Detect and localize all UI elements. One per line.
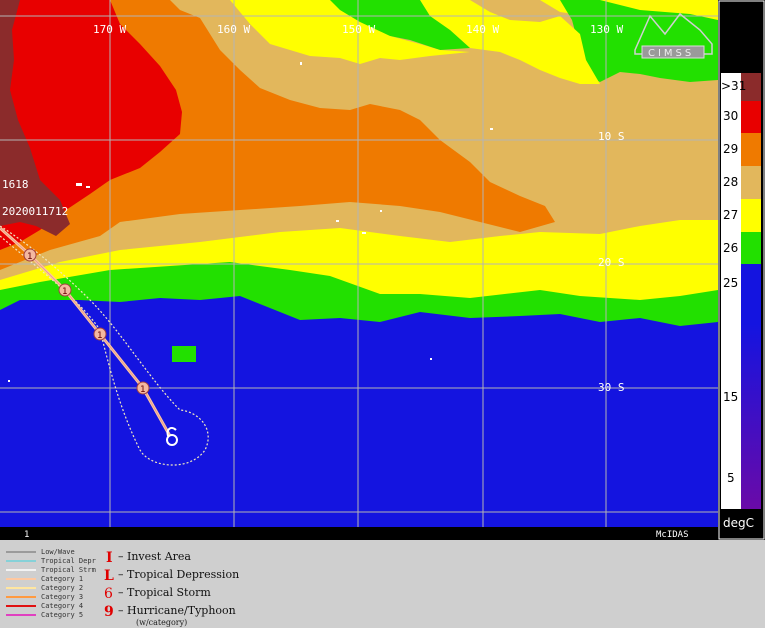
lon-label-150w: 150 W	[342, 23, 375, 36]
legend-category-note: (w/category)	[136, 618, 187, 627]
lon-label-170w: 170 W	[93, 23, 126, 36]
legend-symbol-invest-label: – Invest Area	[118, 550, 191, 563]
scale-tick-5: 5	[727, 471, 735, 485]
track-marker-4: 1	[136, 381, 150, 395]
legend-line-category-3: Category 3	[6, 593, 83, 601]
legend-line-tropical-strm-label: Tropical Strm	[41, 566, 96, 574]
lon-label-140w: 140 W	[466, 23, 499, 36]
cimss-logo: CIMSS	[634, 12, 713, 59]
storm-symbol-icon	[166, 427, 178, 446]
scale-tick-28: 28	[723, 175, 738, 189]
legend-symbol-hurricane: 9 – Hurricane/Typhoon	[104, 604, 236, 620]
scale-tick-27: 27	[723, 208, 738, 222]
scale-tick-15: 15	[723, 390, 738, 404]
legend-symbol-depression-label: – Tropical Depression	[118, 568, 239, 581]
legend-line-category-2-label: Category 2	[41, 584, 83, 592]
frame-number: 1	[24, 530, 29, 540]
legend-line-low-wave: Low/Wave	[6, 548, 75, 556]
legend-line-low-wave-label: Low/Wave	[41, 548, 75, 556]
sst-map: 170 W 160 W 150 W 140 W 130 W 10 S 20 S …	[0, 0, 718, 540]
lat-label-10s: 10 S	[598, 130, 625, 143]
scale-tick-25: 25	[723, 276, 738, 290]
hurricane-icon: 9	[104, 604, 114, 620]
cimss-logo-text: CIMSS	[648, 48, 694, 59]
tropical-depression-icon: L	[104, 568, 114, 584]
scale-tick-31: >31	[721, 79, 746, 93]
legend-line-category-1: Category 1	[6, 575, 83, 583]
temperature-scale: >31 30 29 28 27 26 25 15 5 degC	[718, 0, 765, 540]
track-marker-3: 1	[93, 327, 107, 341]
legend-line-category-2: Category 2	[6, 584, 83, 592]
track-marker-1-label: 1	[27, 252, 33, 262]
lon-label-160w: 160 W	[217, 23, 250, 36]
storm-date-label: 2020011712	[2, 205, 68, 218]
scale-tick-26: 26	[723, 241, 738, 255]
lon-label-130w: 130 W	[590, 23, 623, 36]
tropical-storm-icon: 6	[104, 586, 113, 602]
track-marker-2: 1	[58, 283, 72, 297]
mcidas-label: McIDAS	[656, 530, 689, 540]
legend-line-category-4-label: Category 4	[41, 602, 83, 610]
legend-symbol-storm: 6 – Tropical Storm	[104, 586, 211, 602]
legend-line-category-1-label: Category 1	[41, 575, 83, 583]
legend-line-tropical-depr-label: Tropical Depr	[41, 557, 96, 565]
legend-line-category-5: Category 5	[6, 611, 83, 619]
invest-area-icon: I	[106, 550, 113, 566]
legend-line-tropical-strm: Tropical Strm	[6, 566, 96, 574]
scale-unit: degC	[723, 516, 754, 530]
legend: Low/Wave Tropical Depr Tropical Strm Cat…	[0, 540, 765, 628]
legend-line-category-4: Category 4	[6, 602, 83, 610]
lat-label-20s: 20 S	[598, 256, 625, 269]
legend-symbol-hurricane-label: – Hurricane/Typhoon	[118, 604, 236, 617]
legend-line-tropical-depr: Tropical Depr	[6, 557, 96, 565]
legend-symbol-invest: I – Invest Area	[106, 550, 191, 566]
scale-tick-29: 29	[723, 142, 738, 156]
track-marker-4-label: 1	[140, 385, 146, 395]
track-marker-2-label: 1	[62, 287, 68, 297]
legend-symbol-depression: L – Tropical Depression	[104, 568, 239, 584]
storm-id-label: 1618	[2, 178, 29, 191]
lat-label-30s: 30 S	[598, 381, 625, 394]
legend-line-category-3-label: Category 3	[41, 593, 83, 601]
track-marker-1: 1	[23, 248, 37, 262]
scale-tick-30: 30	[723, 109, 738, 123]
legend-line-category-5-label: Category 5	[41, 611, 83, 619]
track-marker-3-label: 1	[97, 331, 103, 341]
legend-symbol-storm-label: – Tropical Storm	[118, 586, 211, 599]
